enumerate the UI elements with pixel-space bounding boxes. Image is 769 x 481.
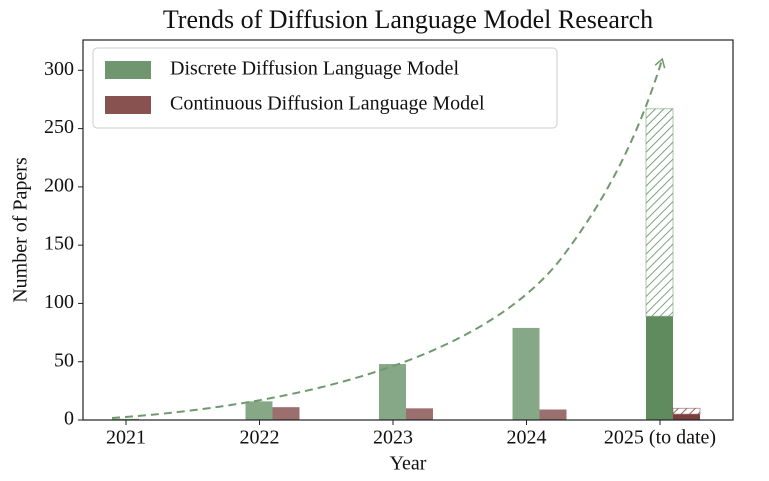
bar [406, 408, 433, 420]
x-tick-label: 2025 (to date) [604, 427, 716, 449]
trend-arrow [111, 57, 666, 419]
plot-area: 0 50 100 150 200 250 300 2021 2022 2023 2024 2025 (… [44, 58, 716, 449]
y-tick-label: 200 [44, 174, 74, 196]
chart-title: Trends of Diffusion Language Model Resea… [163, 5, 653, 34]
y-tick-label: 50 [54, 349, 74, 371]
bar [646, 316, 673, 420]
y-tick-label: 100 [44, 291, 74, 313]
projected-bar [672, 407, 701, 415]
x-tick-label: 2024 [507, 427, 547, 449]
bar [272, 407, 300, 420]
x-tick-label: 2022 [240, 427, 280, 449]
x-axis-label: Year [390, 453, 427, 475]
y-tick-label: 0 [64, 408, 74, 430]
plot-frame [82, 39, 734, 421]
legend-box [92, 47, 558, 129]
legend-swatch [105, 96, 151, 114]
projected-bar [645, 108, 674, 317]
x-tick-label: 2021 [106, 427, 146, 449]
bar [539, 409, 567, 420]
bar [512, 327, 540, 420]
bar [245, 401, 273, 420]
legend-swatch [105, 61, 151, 79]
bar [379, 364, 406, 420]
legend: Discrete Diffusion Language Model Continu… [92, 47, 558, 129]
bar [673, 414, 700, 420]
y-axis-label: Number of Papers [10, 157, 32, 303]
y-tick-label: 250 [44, 116, 74, 138]
y-tick-label: 300 [44, 58, 74, 80]
y-tick-label: 150 [44, 233, 74, 255]
x-tick-label: 2023 [373, 427, 413, 449]
legend-label: Discrete Diffusion Language Model [170, 58, 459, 80]
legend-label: Continuous Diffusion Language Model [170, 93, 485, 115]
